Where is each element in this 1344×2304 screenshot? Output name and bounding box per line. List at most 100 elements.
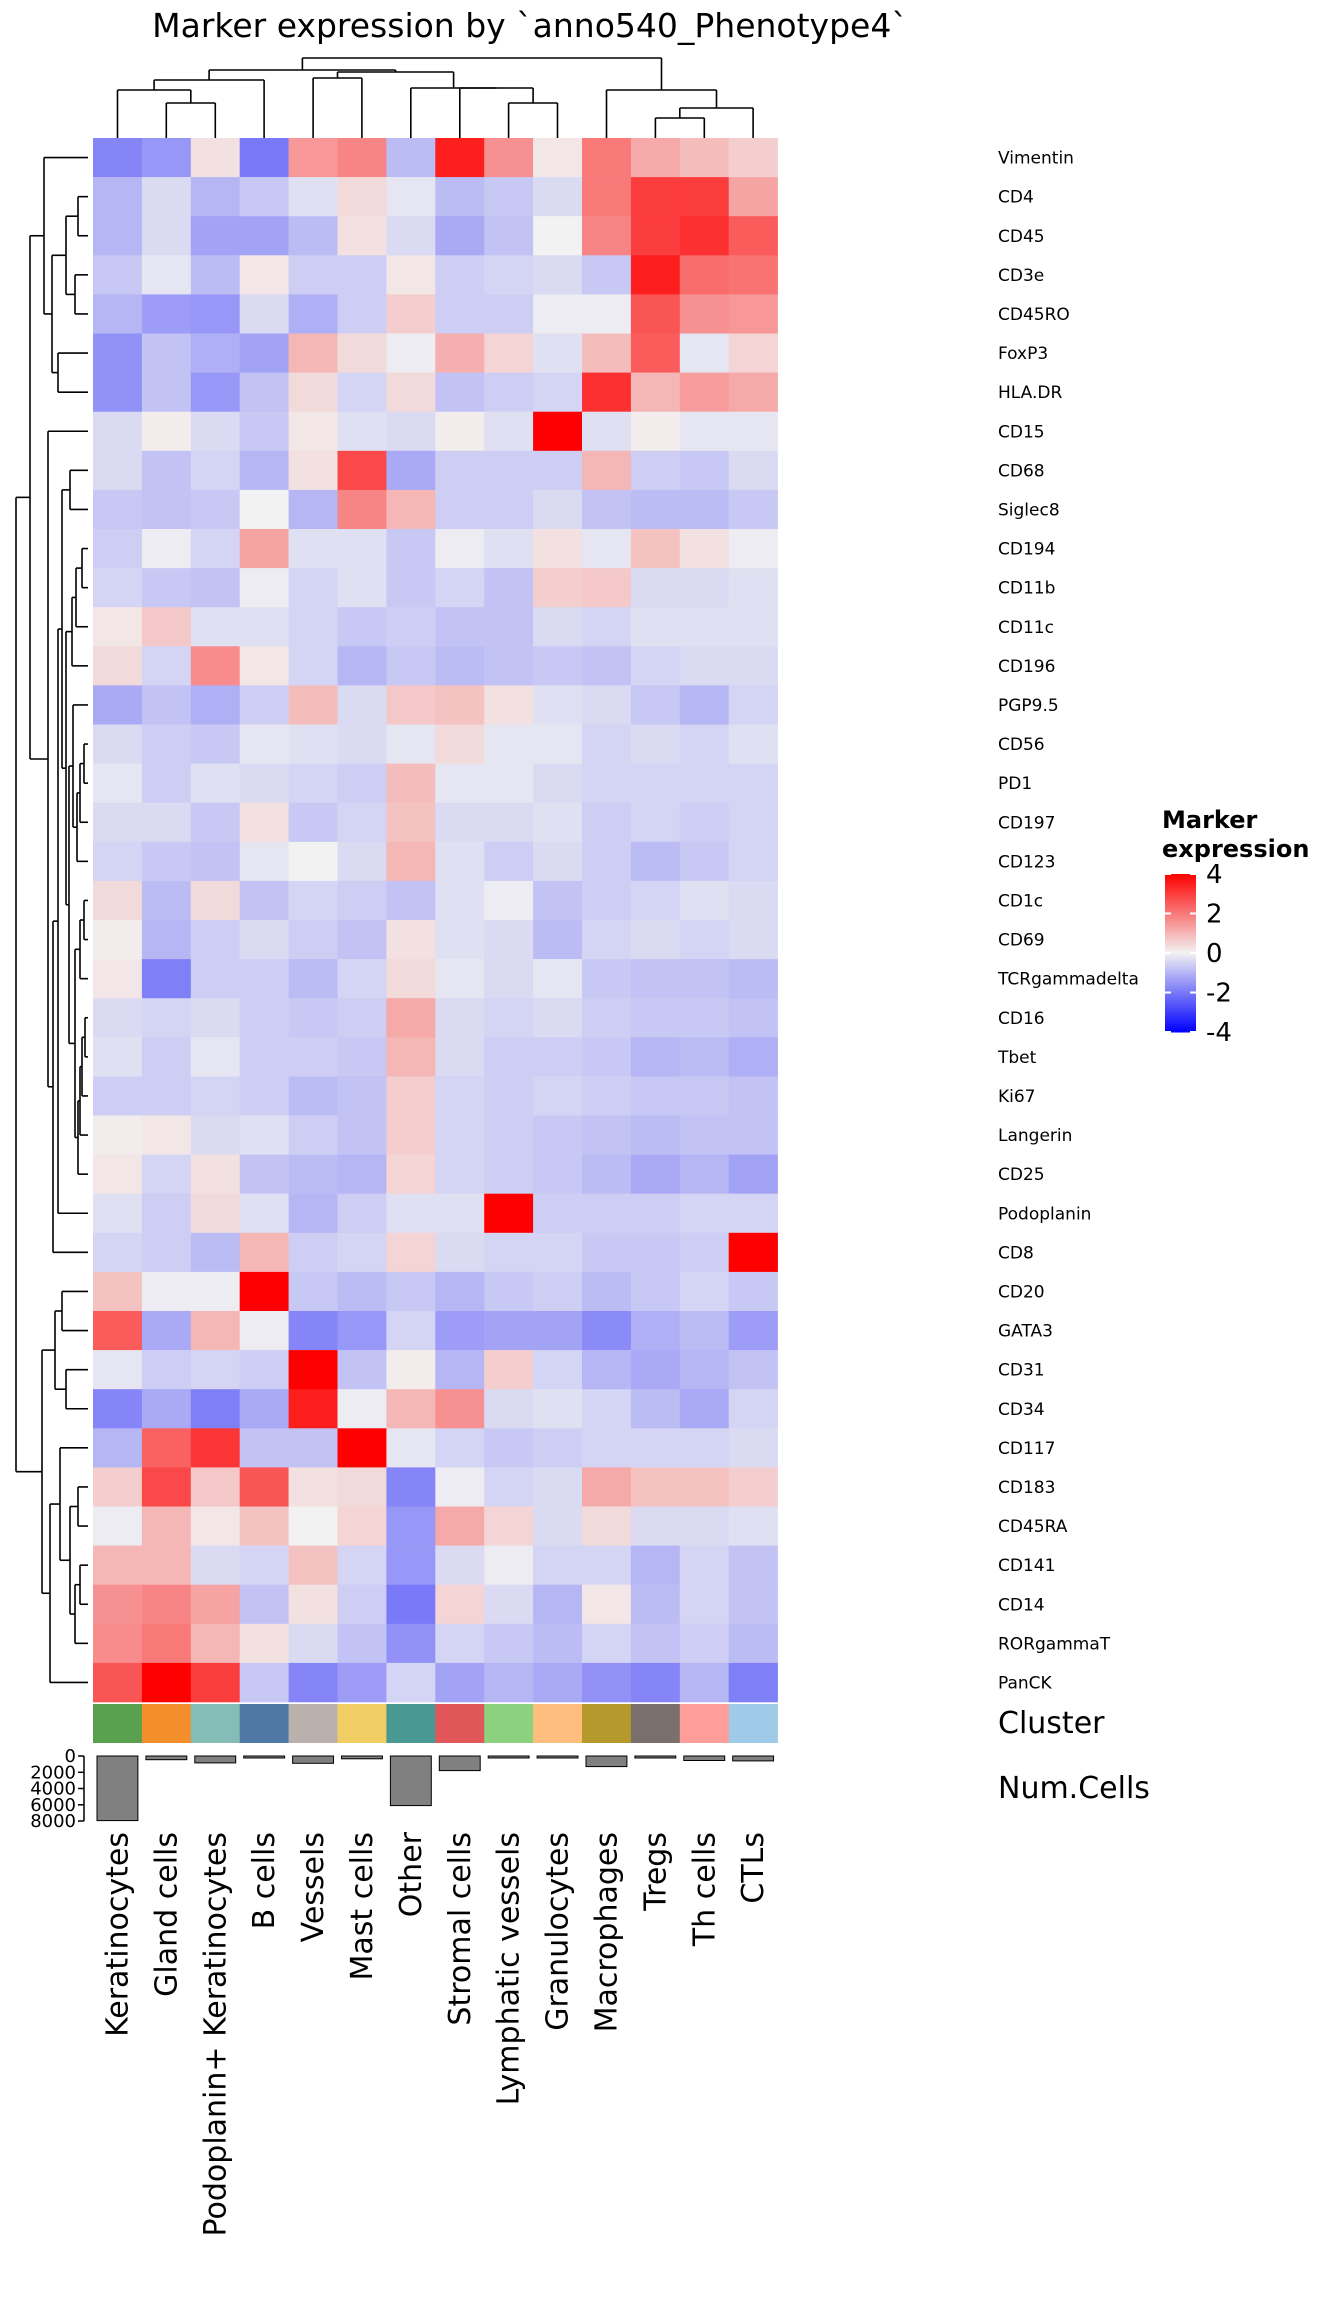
num-cells-bar [536, 1755, 579, 1759]
heatmap-cell [533, 489, 583, 530]
heatmap-cell [435, 1311, 485, 1351]
heatmap-cell [93, 1389, 143, 1429]
row-label: GATA3 [998, 1322, 1053, 1342]
heatmap-cell [239, 489, 289, 530]
legend-color-step [1165, 1028, 1196, 1031]
row-label: CD56 [998, 735, 1045, 755]
heatmap-cell [435, 763, 485, 803]
row-labels: Vimentin CD4 CD45 CD3e CD45RO FoxP3 HLA.DR CD15… [997, 149, 1139, 1694]
cluster-cell [533, 1704, 583, 1743]
heatmap-cell [93, 1271, 143, 1312]
heatmap-cell [239, 372, 289, 412]
heatmap-cell [679, 1389, 729, 1429]
heatmap-cell [141, 841, 192, 882]
row-label: CD45RO [998, 305, 1070, 325]
heatmap-cell [679, 959, 729, 999]
heatmap-cell [337, 1076, 387, 1116]
heatmap-cell [141, 333, 192, 373]
legend-color-step [1165, 929, 1196, 932]
heatmap-cell [386, 646, 436, 686]
row-label: CD197 [998, 813, 1055, 833]
heatmap-cell [533, 216, 583, 256]
heatmap-cell [582, 646, 632, 686]
heatmap-cell [239, 568, 289, 608]
legend-color-step [1165, 1014, 1196, 1017]
heatmap-cell [435, 1545, 485, 1585]
heatmap-cell [288, 255, 338, 295]
heatmap-cell [288, 1311, 338, 1351]
heatmap-cell [93, 1193, 143, 1234]
heatmap-cell [728, 763, 778, 803]
legend-color-step [1165, 895, 1196, 899]
legend-color-step [1165, 1000, 1196, 1003]
legend-color-step [1165, 881, 1196, 885]
heatmap-cell [190, 255, 240, 295]
heatmap-cell [533, 294, 583, 334]
heatmap-cell [141, 802, 192, 843]
row-label: CD196 [998, 657, 1055, 677]
heatmap-cell [533, 450, 583, 491]
heatmap-cell [533, 841, 583, 882]
heatmap-cell [728, 646, 778, 686]
column-label: Stromal cells [443, 1832, 478, 2026]
heatmap-cell [337, 1232, 387, 1273]
heatmap-cell [533, 1467, 583, 1507]
heatmap-cell [728, 1115, 778, 1155]
heatmap-cell [141, 1154, 192, 1194]
legend-color-step [1165, 883, 1196, 887]
heatmap-cell [484, 1467, 534, 1507]
heatmap-cell [728, 1311, 778, 1351]
heatmap-cell [337, 1271, 387, 1312]
heatmap-cell [190, 920, 240, 960]
heatmap-cell [728, 1584, 778, 1625]
num-cells-bar [732, 1755, 775, 1762]
heatmap-cell [728, 1467, 778, 1507]
cluster-cell [484, 1704, 534, 1743]
cluster-annotation-label: Cluster [998, 1706, 1105, 1741]
heatmap-cell [582, 1389, 632, 1429]
heatmap-cell [630, 1037, 681, 1077]
num-cells-bar [389, 1755, 432, 1807]
heatmap-cell [679, 998, 729, 1038]
heatmap-cell [484, 1428, 534, 1468]
heatmap-cell [239, 802, 289, 843]
heatmap-cell [386, 1115, 436, 1155]
heatmap-cell [533, 802, 583, 843]
heatmap-cell [141, 1506, 192, 1546]
heatmap-cell [484, 880, 534, 921]
legend-color-step [1165, 885, 1196, 889]
heatmap-cell [679, 1428, 729, 1468]
heatmap-cell [239, 724, 289, 764]
legend-color-step [1165, 996, 1196, 999]
heatmap-cell [93, 841, 143, 882]
heatmap-cell [582, 998, 632, 1038]
heatmap-cell [679, 450, 729, 491]
heatmap-cell [93, 411, 143, 452]
legend-tick-label: 0 [1206, 939, 1223, 969]
heatmap-cell [484, 1193, 534, 1234]
heatmap-cell [582, 255, 632, 295]
heatmap-cell [337, 607, 387, 647]
heatmap-cell [239, 998, 289, 1038]
heatmap-cell [533, 411, 583, 452]
heatmap-cell [679, 1154, 729, 1194]
num-cells-bar [634, 1755, 677, 1759]
heatmap-cell [435, 1076, 485, 1116]
heatmap-cell [386, 920, 436, 960]
heatmap-cell [386, 802, 436, 843]
legend-color-step [1165, 935, 1196, 938]
legend-title-line-1: Marker [1162, 806, 1258, 834]
row-label: CD11b [998, 579, 1055, 599]
legend-color-step [1165, 933, 1196, 936]
legend-color-step [1165, 905, 1196, 909]
heatmap-cell [288, 372, 338, 412]
row-label: PGP9.5 [998, 696, 1059, 716]
heatmap-cell [679, 529, 729, 569]
legend-color-step [1165, 925, 1196, 928]
heatmap-cell [93, 802, 143, 843]
heatmap-cell [239, 959, 289, 999]
heatmap-cell [582, 1232, 632, 1273]
heatmap-cell [533, 1389, 583, 1429]
heatmap-cell [288, 177, 338, 217]
